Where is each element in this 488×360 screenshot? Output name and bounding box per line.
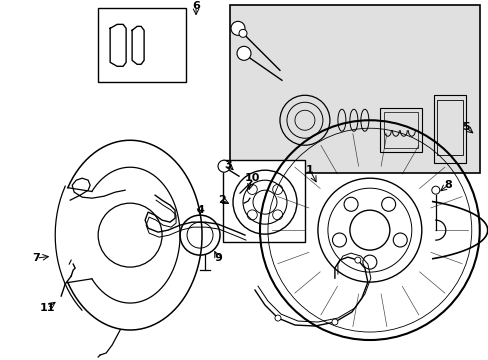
Circle shape xyxy=(237,46,250,60)
Circle shape xyxy=(230,21,244,35)
Text: 6: 6 xyxy=(192,1,200,12)
Circle shape xyxy=(239,30,246,37)
Text: 2: 2 xyxy=(218,195,225,205)
Text: 9: 9 xyxy=(214,253,222,263)
Text: 10: 10 xyxy=(244,173,259,183)
Circle shape xyxy=(431,186,439,194)
Circle shape xyxy=(274,315,281,321)
Bar xyxy=(229,5,479,173)
Circle shape xyxy=(354,257,360,263)
Bar xyxy=(433,95,465,163)
Text: 8: 8 xyxy=(443,180,451,190)
Text: 1: 1 xyxy=(305,165,313,175)
Bar xyxy=(436,100,462,155)
Text: 5: 5 xyxy=(461,122,468,132)
Text: 11: 11 xyxy=(40,303,55,313)
Text: 4: 4 xyxy=(196,205,203,215)
Bar xyxy=(379,108,421,152)
Circle shape xyxy=(349,210,389,250)
Text: 3: 3 xyxy=(224,160,231,170)
Bar xyxy=(98,8,185,82)
Circle shape xyxy=(331,319,337,325)
Text: 7: 7 xyxy=(32,253,40,263)
Bar xyxy=(383,112,417,148)
Bar xyxy=(223,160,305,242)
Circle shape xyxy=(218,160,229,172)
